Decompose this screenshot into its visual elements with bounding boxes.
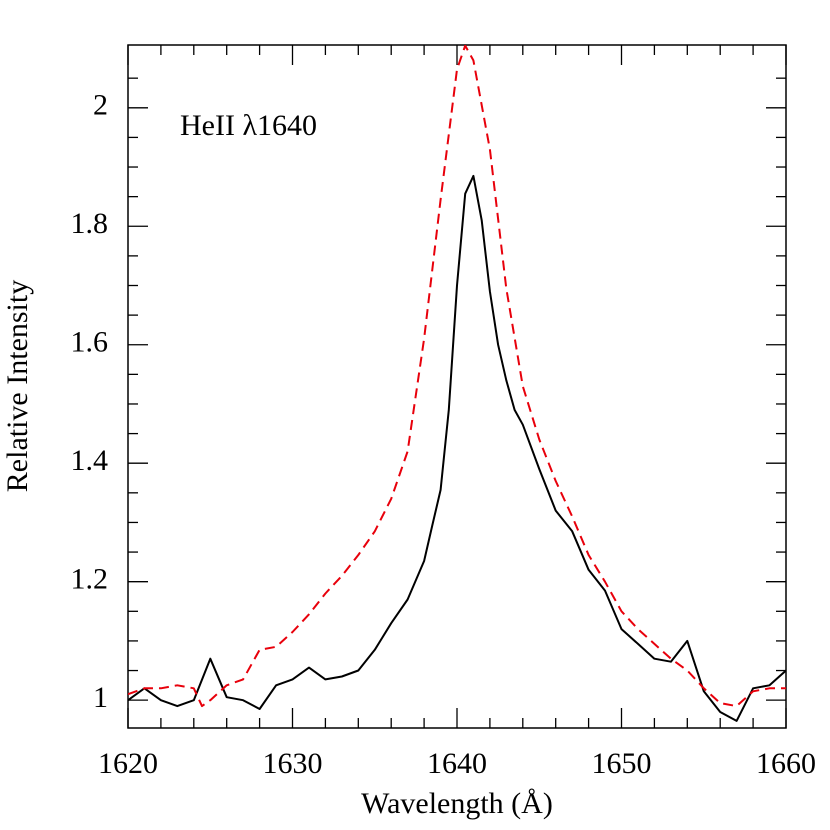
x-tick-label: 1650 xyxy=(592,747,652,780)
y-tick-label: 1.4 xyxy=(71,444,109,477)
annotation: HeII λ1640 xyxy=(180,109,317,142)
y-tick-label: 1.2 xyxy=(71,563,109,596)
data-line xyxy=(128,45,786,708)
y-tick-label: 1.6 xyxy=(71,326,109,359)
x-tick-label: 1660 xyxy=(756,747,816,780)
plot-frame xyxy=(127,44,787,729)
x-tick-label: 1640 xyxy=(427,747,487,780)
y-tick-label: 2 xyxy=(93,89,108,122)
x-tick-label: 1620 xyxy=(98,747,158,780)
y-axis-label: Relative Intensity xyxy=(1,280,34,492)
y-tick-label: 1.8 xyxy=(71,207,109,240)
data-line xyxy=(128,174,786,722)
x-axis-label: Wavelength (Å) xyxy=(361,787,553,820)
plot-area xyxy=(128,45,786,722)
x-tick-label: 1630 xyxy=(263,747,323,780)
y-tick-label: 1 xyxy=(93,681,108,714)
